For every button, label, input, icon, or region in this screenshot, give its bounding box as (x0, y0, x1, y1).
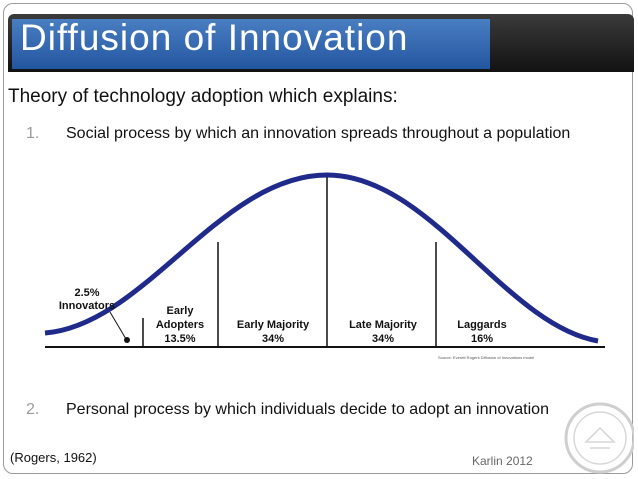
intro-text: Theory of technology adoption which expl… (8, 86, 398, 107)
university-seal-icon (564, 402, 634, 474)
laggards-share: 16% (471, 333, 493, 345)
slide-frame (3, 3, 633, 474)
slide-title: Diffusion of Innovation (20, 17, 409, 58)
list-text: Personal process by which individuals de… (66, 401, 549, 418)
figure-source: Source: Everett Rogers Diffusion of Inno… (438, 355, 534, 360)
innovators-pointer (109, 311, 127, 340)
late-majority-share: 34% (372, 333, 394, 345)
list-number: 1. (26, 125, 40, 142)
list-text: Social process by which an innovation sp… (66, 125, 571, 142)
list-number: 2. (26, 401, 40, 418)
innovators-share: 2.5% (74, 287, 99, 299)
early-majority-share: 34% (262, 333, 284, 345)
innovators-label: Innovators (59, 300, 115, 312)
list-item: 2. Personal process by which individuals… (26, 401, 636, 423)
early-adopters-label-1: Early (167, 305, 195, 317)
bell-curve (44, 172, 599, 344)
credit: Karlin 2012 (472, 454, 533, 468)
late-majority-label: Late Majority (349, 319, 418, 331)
citation: (Rogers, 1962) (10, 450, 97, 465)
title-box (12, 19, 490, 69)
laggards-label: Laggards (457, 319, 507, 331)
innovators-dot (124, 337, 130, 343)
early-majority-label: Early Majority (237, 319, 310, 331)
early-adopters-label-2: Adopters (156, 319, 204, 331)
early-adopters-share: 13.5% (164, 333, 195, 345)
list-item: 1. Social process by which an innovation… (26, 125, 636, 147)
